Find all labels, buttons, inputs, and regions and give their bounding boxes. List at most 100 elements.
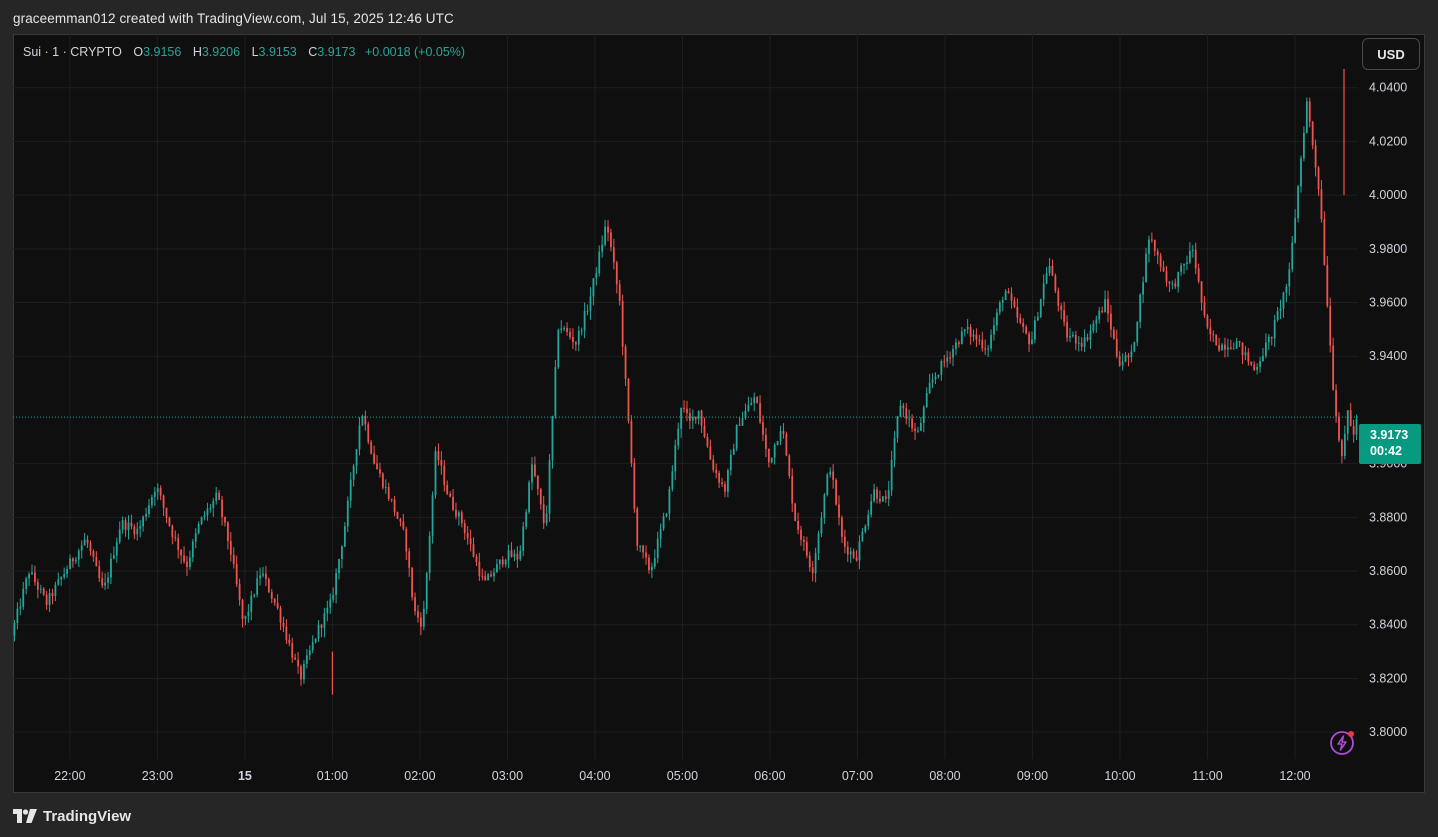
- candle-body: [969, 326, 972, 337]
- candle-body: [379, 469, 381, 474]
- candle-body: [548, 460, 551, 514]
- legend-low-value: 3.9153: [258, 45, 297, 59]
- candle-body: [197, 524, 200, 534]
- candle-body: [545, 513, 548, 524]
- candle-body: [765, 434, 767, 449]
- candle-series: [13, 68, 1358, 695]
- candle-body: [560, 328, 563, 331]
- candle-body: [1022, 322, 1025, 328]
- candle-body: [437, 451, 440, 461]
- candle-body: [1139, 294, 1142, 323]
- candle-body: [188, 557, 191, 567]
- candle-body: [300, 666, 302, 680]
- candle-body: [89, 543, 92, 552]
- candle-body: [1229, 347, 1232, 349]
- time-tick-label: 11:00: [1192, 769, 1222, 783]
- candle-body: [323, 613, 326, 628]
- candle-body: [931, 379, 934, 383]
- candle-body: [721, 482, 723, 484]
- candle-body: [1352, 426, 1355, 435]
- candle-body: [949, 357, 952, 359]
- candle-body: [455, 509, 457, 517]
- candle-body: [536, 476, 539, 490]
- candle-body: [577, 330, 580, 345]
- candle-body: [791, 475, 794, 504]
- candle-body: [978, 339, 981, 341]
- candle-body: [1232, 348, 1235, 350]
- candle-body: [811, 567, 814, 574]
- candle-body: [741, 418, 744, 426]
- candle-body: [522, 526, 525, 551]
- candle-body: [653, 558, 656, 567]
- candle-body: [507, 550, 510, 560]
- candle-body: [1332, 345, 1335, 390]
- candle-body: [899, 405, 902, 417]
- time-tick-label: 10:00: [1104, 769, 1135, 783]
- candle-body: [592, 278, 595, 297]
- candle-body: [180, 549, 183, 556]
- candle-body: [215, 492, 218, 501]
- legend-open-value: 3.9156: [143, 45, 182, 59]
- candle-body: [381, 473, 384, 488]
- candle-body: [496, 564, 498, 573]
- candle-body: [218, 492, 221, 500]
- candle-body: [598, 251, 601, 274]
- price-axis: 4.04004.02004.00003.98003.96003.94003.90…: [1369, 81, 1407, 739]
- candle-body: [881, 496, 884, 502]
- candle-body: [867, 514, 870, 526]
- candle-body: [513, 553, 516, 557]
- legend-close-label: C: [308, 45, 318, 59]
- candle-body: [905, 408, 908, 419]
- candle-body: [308, 650, 311, 656]
- candle-body: [121, 520, 124, 530]
- candle-body: [256, 578, 259, 595]
- candle-body: [124, 520, 127, 531]
- candle-body: [528, 482, 530, 513]
- candle-body: [361, 415, 364, 426]
- candle-body: [855, 557, 858, 561]
- candle-body: [1133, 342, 1136, 352]
- candle-body: [101, 578, 104, 586]
- candle-body: [832, 471, 835, 480]
- candle-body: [589, 296, 592, 311]
- candlestick-chart[interactable]: 4.04004.02004.00003.98003.96003.94003.90…: [13, 34, 1425, 793]
- candle-body: [411, 567, 414, 598]
- candle-body: [955, 342, 957, 349]
- currency-button[interactable]: USD: [1362, 38, 1420, 70]
- candle-body: [1165, 271, 1168, 282]
- candle-body: [13, 623, 16, 636]
- grid-lines: [13, 34, 1358, 759]
- time-tick-label: 07:00: [842, 769, 873, 783]
- candle-body: [776, 441, 779, 445]
- footer-brand[interactable]: TradingView: [13, 805, 131, 827]
- candle-body: [265, 573, 267, 579]
- legend-symbol[interactable]: Sui · 1 · CRYPTO: [23, 45, 122, 59]
- candle-body: [627, 378, 630, 421]
- candle-body: [1326, 264, 1329, 307]
- chart-pane[interactable]: [13, 34, 1425, 793]
- candle-body: [95, 556, 98, 567]
- time-tick-label: 23:00: [142, 769, 173, 783]
- candle-body: [227, 522, 229, 542]
- candle-body: [995, 312, 998, 326]
- lightning-bolt-icon[interactable]: [1329, 729, 1355, 755]
- candle-body: [98, 566, 101, 579]
- candle-body: [276, 602, 279, 609]
- candle-body: [314, 638, 317, 643]
- candle-body: [1101, 310, 1104, 312]
- candle-body: [1010, 293, 1013, 301]
- candle-body: [1308, 101, 1311, 122]
- candle-body: [729, 454, 732, 471]
- candle-body: [460, 512, 463, 524]
- candle-body: [107, 577, 109, 583]
- candle-body: [700, 410, 703, 426]
- candle-body: [890, 459, 893, 491]
- candle-body: [960, 331, 963, 345]
- candle-body: [478, 561, 481, 577]
- candle-body: [519, 550, 522, 560]
- candle-body: [1256, 366, 1259, 370]
- candle-body: [45, 594, 48, 606]
- candle-body: [738, 424, 741, 426]
- candle-body: [335, 573, 337, 595]
- candle-body: [1156, 251, 1159, 256]
